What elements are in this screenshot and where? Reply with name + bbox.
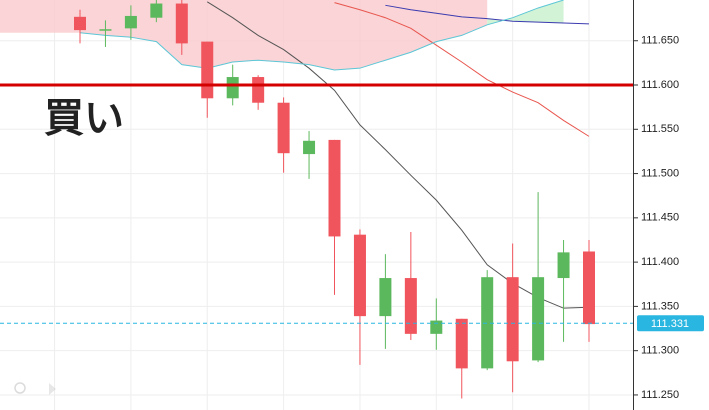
candle-body — [175, 3, 188, 44]
y-tick-label: 111.450 — [641, 212, 679, 224]
y-tick-label: 111.400 — [641, 256, 679, 268]
axis-background — [633, 0, 709, 410]
buy-label: 買い — [44, 97, 124, 141]
candle-body — [481, 277, 494, 369]
price-axis: 111.250 111.300 111.350 111.400 111.450 111.5… — [633, 0, 709, 410]
y-tick-label: 111.600 — [641, 79, 679, 91]
candle-body — [74, 16, 86, 31]
y-tick-label: 111.350 — [641, 300, 679, 312]
last-price-label: 111.331 — [651, 318, 689, 330]
candle-body — [328, 139, 341, 237]
candle-body — [353, 234, 366, 317]
icon — [49, 383, 56, 395]
last-price-box — [637, 315, 704, 332]
candle-body — [506, 277, 519, 362]
candle-body — [226, 77, 239, 99]
candle-body — [404, 278, 417, 334]
y-tick-label: 111.550 — [641, 123, 679, 135]
indicator-line — [79, 0, 564, 71]
y-tick-label: 111.650 — [641, 35, 679, 47]
candle-body — [379, 278, 392, 317]
candle-body — [277, 102, 290, 154]
indicator-line — [385, 4, 590, 25]
toolbar-icons — [14, 382, 56, 395]
y-tick-label: 111.250 — [641, 389, 679, 401]
icon — [14, 382, 26, 394]
y-tick-label: 111.500 — [641, 167, 679, 179]
candle-body — [557, 252, 570, 279]
candle-body — [303, 140, 316, 155]
y-tick-label: 111.300 — [641, 345, 679, 357]
candle-body — [201, 41, 214, 99]
candle-body — [430, 320, 443, 334]
indicator-line — [334, 2, 590, 137]
candle-body — [124, 15, 137, 29]
candle-body — [99, 29, 112, 31]
candle-body — [532, 277, 545, 361]
indicator-line — [206, 1, 590, 309]
band-fill — [0, 0, 488, 70]
candle-body — [455, 318, 468, 369]
candle-body — [150, 3, 163, 18]
candle-body — [583, 251, 595, 325]
plot-area — [0, 0, 633, 410]
candle-body — [252, 77, 265, 103]
